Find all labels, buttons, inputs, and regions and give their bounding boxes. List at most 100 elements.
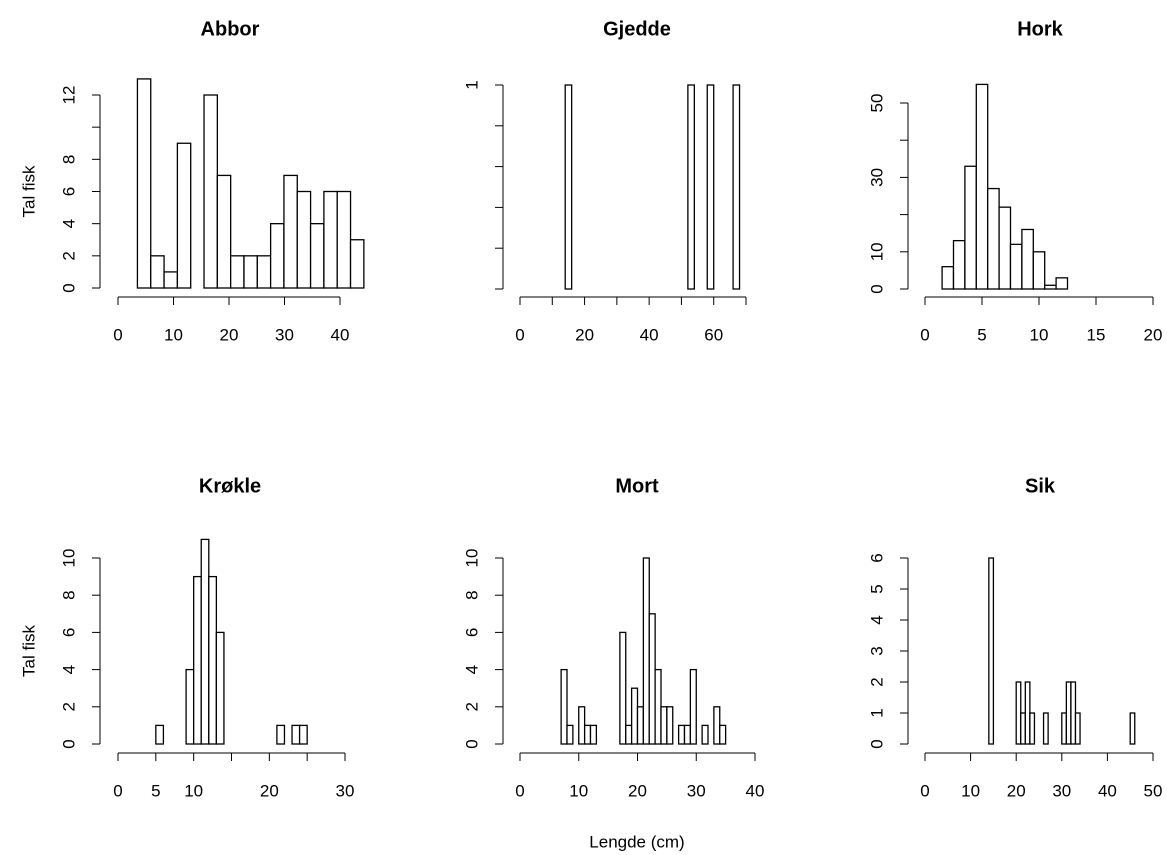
y-tick-label: 0 — [59, 739, 78, 748]
panel-title: Mort — [615, 475, 659, 497]
x-tick-label: 15 — [1087, 325, 1106, 344]
bar — [975, 83, 989, 290]
bar — [677, 724, 686, 745]
y-tick-label: 5 — [867, 584, 886, 593]
bar — [269, 223, 285, 289]
y-tick-label: 1 — [867, 708, 886, 717]
bar — [1044, 284, 1057, 290]
panel-title: Hork — [1017, 18, 1063, 40]
y-axis-label: Tal fisk — [19, 165, 38, 217]
bar — [719, 724, 727, 745]
bar — [619, 631, 627, 745]
bar — [349, 239, 365, 289]
x-tick-label: 0 — [920, 781, 929, 800]
x-tick-label: 10 — [164, 325, 183, 344]
x-tick-label: 0 — [113, 325, 122, 344]
bar — [1024, 681, 1031, 745]
bar — [1029, 712, 1036, 745]
bar — [666, 706, 674, 745]
bar — [564, 84, 573, 290]
bar — [1009, 243, 1023, 290]
bar — [1020, 712, 1026, 745]
x-tick-label: 5 — [151, 781, 160, 800]
y-tick-label: 10 — [59, 549, 78, 568]
x-tick-label: 40 — [331, 325, 350, 344]
bar — [952, 239, 966, 290]
y-tick-label: 2 — [867, 677, 886, 686]
x-tick-label: 20 — [1007, 781, 1026, 800]
bar — [176, 142, 192, 289]
bar — [701, 724, 709, 745]
bar — [200, 538, 210, 745]
y-tick-label: 12 — [59, 86, 78, 105]
x-tick-label: 30 — [1052, 781, 1071, 800]
bar — [625, 724, 633, 745]
y-tick-label: 2 — [462, 702, 481, 711]
x-tick-label: 30 — [336, 781, 355, 800]
bar — [998, 206, 1012, 290]
bar — [291, 724, 301, 745]
y-tick-label: 0 — [867, 739, 886, 748]
x-tick-label: 0 — [515, 781, 524, 800]
x-tick-label: 20 — [575, 325, 594, 344]
y-tick-label: 10 — [867, 242, 886, 261]
y-tick-label: 50 — [867, 94, 886, 113]
x-tick-label: 0 — [920, 325, 929, 344]
bar — [1129, 712, 1136, 745]
bar — [941, 266, 955, 290]
y-tick-label: 6 — [462, 628, 481, 637]
y-tick-label: 0 — [867, 284, 886, 293]
bar — [589, 724, 598, 745]
bar — [642, 557, 650, 745]
x-tick-label: 30 — [687, 781, 706, 800]
bar — [713, 706, 721, 745]
bar — [296, 190, 312, 289]
x-tick-label: 50 — [1144, 781, 1163, 800]
bar — [203, 94, 218, 289]
y-tick-label: 6 — [59, 187, 78, 196]
bar — [660, 706, 668, 745]
bar — [689, 668, 697, 745]
bar — [988, 557, 995, 745]
bar — [1015, 681, 1022, 745]
bar — [687, 84, 695, 290]
bar — [1074, 712, 1081, 745]
bar — [298, 724, 308, 745]
x-axis-label: Lengde (cm) — [589, 832, 684, 851]
y-axis-label: Tal fisk — [19, 625, 38, 677]
bar — [636, 706, 645, 745]
x-tick-label: 5 — [977, 325, 986, 344]
bar — [987, 187, 1000, 290]
y-tick-label: 8 — [59, 155, 78, 164]
y-tick-label: 8 — [462, 590, 481, 599]
y-tick-label: 0 — [462, 739, 481, 748]
y-tick-label: 2 — [59, 702, 78, 711]
bar — [1032, 251, 1046, 290]
panel-title: Sik — [1025, 475, 1056, 497]
x-tick-label: 40 — [1098, 781, 1117, 800]
bar — [185, 668, 195, 745]
bar — [706, 84, 715, 290]
x-tick-label: 10 — [1030, 325, 1049, 344]
bar — [578, 706, 586, 745]
bar — [256, 255, 272, 289]
bar — [683, 724, 692, 745]
bar — [208, 575, 218, 745]
y-tick-label: 10 — [462, 549, 481, 568]
x-tick-label: 60 — [704, 325, 723, 344]
bar — [136, 78, 152, 289]
y-tick-label: 4 — [462, 665, 481, 674]
y-tick-label: 2 — [59, 251, 78, 260]
x-tick-label: 40 — [746, 781, 765, 800]
bar — [1061, 712, 1068, 745]
x-tick-label: 0 — [113, 781, 122, 800]
bar — [583, 724, 592, 745]
bar — [654, 668, 662, 745]
y-tick-label: 8 — [59, 590, 78, 599]
bar — [566, 724, 574, 745]
y-tick-label: 3 — [867, 646, 886, 655]
y-tick-label: 6 — [867, 553, 886, 562]
bar — [1065, 681, 1072, 745]
bar — [560, 668, 568, 745]
